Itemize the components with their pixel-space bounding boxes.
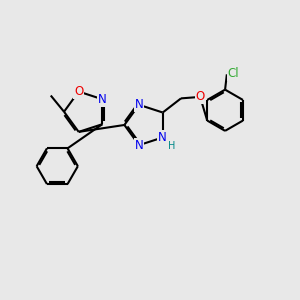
Text: N: N xyxy=(158,131,167,144)
Text: O: O xyxy=(196,90,205,104)
Text: N: N xyxy=(98,93,107,106)
Text: N: N xyxy=(135,139,143,152)
Text: Cl: Cl xyxy=(227,67,239,80)
Text: H: H xyxy=(169,141,176,151)
Text: O: O xyxy=(74,85,83,98)
Text: N: N xyxy=(135,98,143,111)
